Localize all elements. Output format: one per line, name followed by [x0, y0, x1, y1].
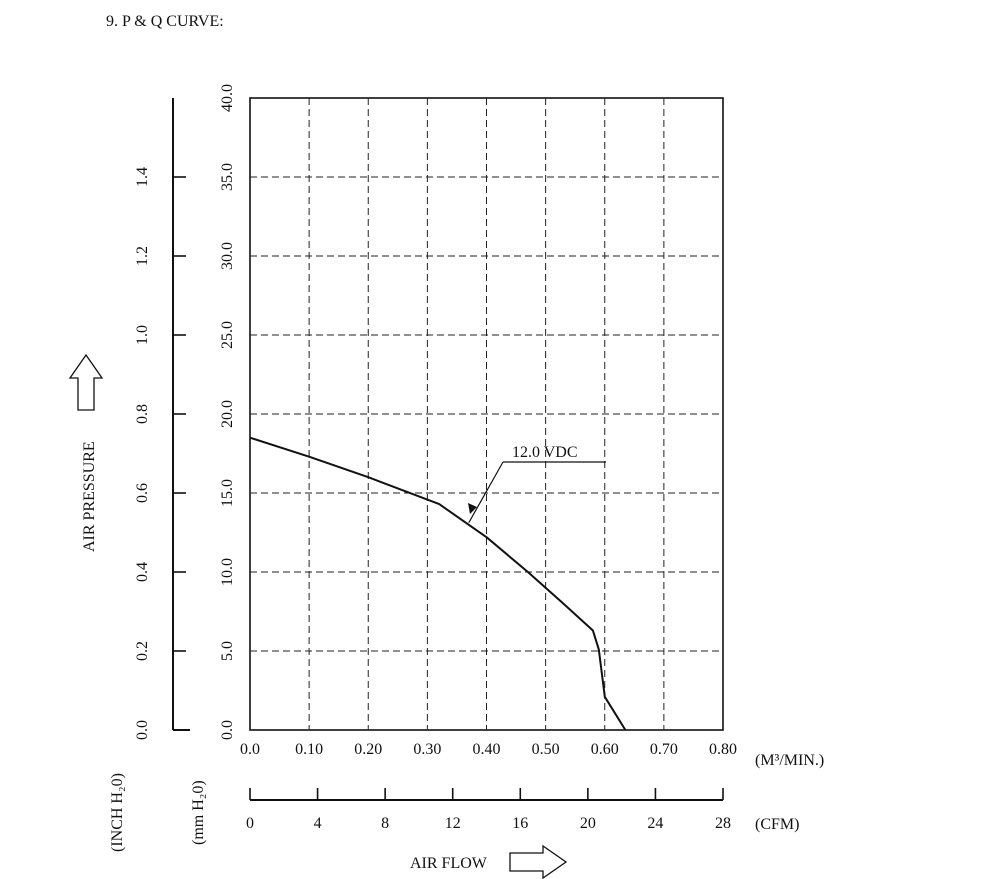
right-arrow-icon	[509, 844, 568, 879]
inch-h2o-axis: 0.0 0.2 0.4 0.6 0.8 1.0 1.2 1.4	[134, 98, 190, 740]
x-tick-label: 0.70	[650, 741, 678, 758]
x-tick-label: 0.40	[473, 741, 501, 758]
mm-h2o-axis: 0.0 5.0 10.0 15.0 20.0 25.0 30.0 35.0 40.0	[219, 84, 236, 740]
y-tick-label: 0.0	[219, 720, 236, 740]
curve-annotation: 12.0 VDC	[468, 444, 606, 523]
up-arrow-icon	[68, 353, 104, 411]
y2-tick-label: 0.2	[134, 641, 151, 661]
y-tick-label: 40.0	[219, 84, 236, 112]
y2-tick-label: 0.8	[134, 404, 151, 424]
page-heading: 9. P & Q CURVE:	[106, 13, 224, 30]
y2-tick-label: 1.4	[134, 167, 151, 187]
x-tick-label: 0.0	[240, 741, 260, 758]
x-axis-title: AIR FLOW	[410, 855, 488, 872]
x2-tick-label: 24	[647, 815, 663, 832]
y-tick-label: 20.0	[219, 400, 236, 428]
x-tick-label: 0.60	[591, 741, 619, 758]
x2-tick-label: 8	[381, 815, 389, 832]
x2-tick-label: 16	[512, 815, 528, 832]
x2-tick-label: 0	[246, 815, 254, 832]
y-tick-label: 35.0	[219, 163, 236, 191]
grid-lines	[250, 98, 723, 730]
y-tick-label: 25.0	[219, 321, 236, 349]
x-tick-label: 0.20	[354, 741, 382, 758]
y2-tick-label: 0.0	[134, 720, 151, 740]
y-tick-label: 5.0	[219, 641, 236, 661]
x2-tick-label: 12	[445, 815, 461, 832]
x2-tick-label: 28	[715, 815, 731, 832]
series-line	[249, 436, 627, 731]
x2-tick-label: 4	[314, 815, 322, 832]
x-tick-label: 0.30	[413, 741, 441, 758]
x-tick-label: 0.80	[709, 741, 737, 758]
x-tick-label: 0.10	[295, 741, 323, 758]
x2-axis-unit-label: (CFM)	[755, 816, 799, 833]
x-axis-unit-label: (M³/MIN.)	[755, 752, 824, 769]
m3-min-axis: 0.0 0.10 0.20 0.30 0.40 0.50 0.60 0.70 0.80	[240, 741, 737, 758]
x-tick-label: 0.50	[532, 741, 560, 758]
x2-tick-label: 20	[580, 815, 596, 832]
cfm-axis: 0 4 8 12 16 20 24 28	[246, 788, 731, 832]
y-tick-label: 30.0	[219, 242, 236, 270]
y-tick-label: 10.0	[219, 558, 236, 586]
y2-axis-unit-label: (INCH H₂0)	[109, 773, 126, 852]
y-axis-unit-label: (mm H₂0)	[190, 780, 207, 845]
y-axis-title: AIR PRESSURE	[81, 441, 98, 552]
y-tick-label: 15.0	[219, 479, 236, 507]
annotation-label: 12.0 VDC	[512, 444, 578, 461]
curve-layer	[249, 436, 627, 731]
y2-tick-label: 0.6	[134, 483, 151, 503]
y2-tick-label: 0.4	[134, 562, 151, 582]
y2-tick-label: 1.2	[134, 246, 151, 266]
y2-tick-label: 1.0	[134, 325, 151, 345]
